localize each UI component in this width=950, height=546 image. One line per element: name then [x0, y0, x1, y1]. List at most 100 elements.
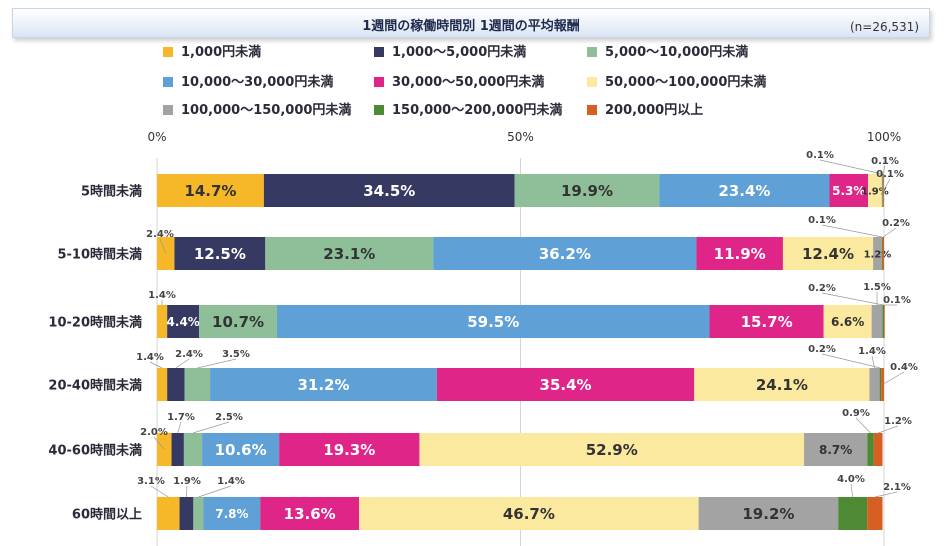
data-label: 52.9%: [586, 441, 638, 459]
data-label: 14.7%: [184, 182, 236, 200]
data-label: 19.2%: [742, 505, 794, 523]
data-label: 2.0%: [140, 427, 168, 438]
bar-segment: [782, 237, 874, 270]
bar-segment: [659, 174, 830, 207]
legend-label: 100,000～150,000円未満: [181, 103, 352, 118]
legend-label: 30,000～50,000円未満: [392, 75, 545, 90]
bar-segment: [157, 368, 168, 401]
data-label: 3.5%: [222, 349, 250, 360]
bar-segment: [359, 497, 699, 530]
legend-label: 1,000～5,000円未満: [392, 45, 527, 60]
bar-segment: [868, 174, 882, 207]
chart-title: 1週間の稼働時間別 1週間の平均報酬: [362, 19, 580, 34]
leader-line: [186, 485, 188, 498]
leader-line: [821, 353, 881, 369]
data-label: 0.2%: [882, 218, 910, 229]
data-label: 46.7%: [503, 505, 555, 523]
bar-segment: [276, 305, 710, 338]
data-label: 2.1%: [883, 482, 911, 493]
bar-segment: [867, 433, 874, 466]
bar-segment: [882, 237, 884, 270]
chart-title-bar: 1週間の稼働時間別 1週間の平均報酬 (n=26,531): [12, 8, 930, 38]
leader-line: [197, 358, 237, 369]
data-label: 23.4%: [718, 182, 770, 200]
data-label: 10.6%: [215, 441, 267, 459]
legend-swatch: [587, 77, 597, 87]
data-label: 0.2%: [808, 344, 836, 355]
bar-segment: [873, 433, 883, 466]
data-label: 0.1%: [876, 169, 904, 180]
data-label: 10.7%: [212, 313, 264, 331]
data-label: 19.9%: [561, 182, 613, 200]
bar-segment: [193, 497, 204, 530]
legend-item: 200,000円以上: [587, 103, 703, 119]
leader-line: [153, 436, 165, 450]
bar-segment: [869, 368, 880, 401]
legend-label: 5,000～10,000円未満: [605, 45, 749, 60]
data-label: 19.3%: [323, 441, 375, 459]
bar-segment: [171, 433, 184, 466]
bar-segment: [881, 237, 883, 270]
data-label: 0.1%: [883, 295, 911, 306]
axis-tick-label: 100%: [867, 130, 901, 144]
data-label: 1.4%: [858, 346, 886, 357]
leader-line: [192, 421, 230, 434]
legend-swatch: [163, 77, 173, 87]
leader-line: [175, 358, 190, 369]
legend-item: 100,000～150,000円未満: [163, 103, 351, 119]
data-label: 0.9%: [842, 408, 870, 419]
bar-segment: [157, 497, 180, 530]
data-label: 31.2%: [297, 376, 349, 394]
leader-line: [819, 159, 883, 175]
data-label: 13.6%: [284, 505, 336, 523]
category-label: 40-60時間未満: [48, 443, 142, 459]
leader-line: [821, 292, 884, 306]
legend-swatch: [163, 105, 173, 115]
legend-item: 5,000～10,000円未満: [587, 45, 748, 61]
category-label: 5時間未満: [81, 184, 142, 200]
legend-label: 150,000～200,000円未満: [392, 103, 563, 118]
data-label: 4.0%: [837, 474, 865, 485]
data-label: 59.5%: [467, 313, 519, 331]
data-label: 1.7%: [167, 412, 195, 423]
bar-segment: [871, 305, 883, 338]
legend-swatch: [587, 105, 597, 115]
leader-line: [198, 485, 232, 498]
legend-label: 1,000円未満: [181, 45, 262, 60]
data-label: 7.8%: [215, 507, 248, 521]
bar-segment: [881, 174, 883, 207]
leader-line: [855, 417, 871, 434]
data-label: 1.5%: [863, 282, 891, 293]
leader-line: [882, 165, 886, 175]
bar-segment: [882, 305, 884, 338]
legend-swatch: [163, 47, 173, 57]
leader-line: [149, 361, 163, 369]
legend-item: 1,000～5,000円未満: [374, 45, 526, 61]
bar-segment: [829, 174, 869, 207]
axis-tick-label: 0%: [147, 130, 166, 144]
legend-label: 200,000円以上: [605, 103, 704, 118]
category-label: 5-10時間未満: [57, 247, 142, 263]
leader-line: [883, 178, 891, 191]
bar-segment: [157, 305, 168, 338]
bar-segment: [184, 368, 211, 401]
legend-swatch: [374, 47, 384, 57]
bar-segment: [884, 305, 885, 338]
bar-segment: [698, 497, 839, 530]
leader-line: [850, 483, 854, 498]
leader-line: [177, 421, 182, 434]
data-label: 5.3%: [832, 184, 865, 198]
bar-segment: [157, 174, 264, 207]
bar-segment: [436, 368, 695, 401]
leader-line: [150, 485, 169, 498]
leader-line: [878, 425, 899, 434]
data-label: 2.4%: [175, 349, 203, 360]
bar-segment: [694, 368, 870, 401]
data-label: 3.1%: [137, 476, 165, 487]
leader-line: [159, 238, 167, 254]
bar-segment: [183, 433, 203, 466]
leader-line: [871, 355, 875, 369]
category-label: 60時間以上: [72, 507, 142, 523]
bar-segment: [265, 237, 434, 270]
